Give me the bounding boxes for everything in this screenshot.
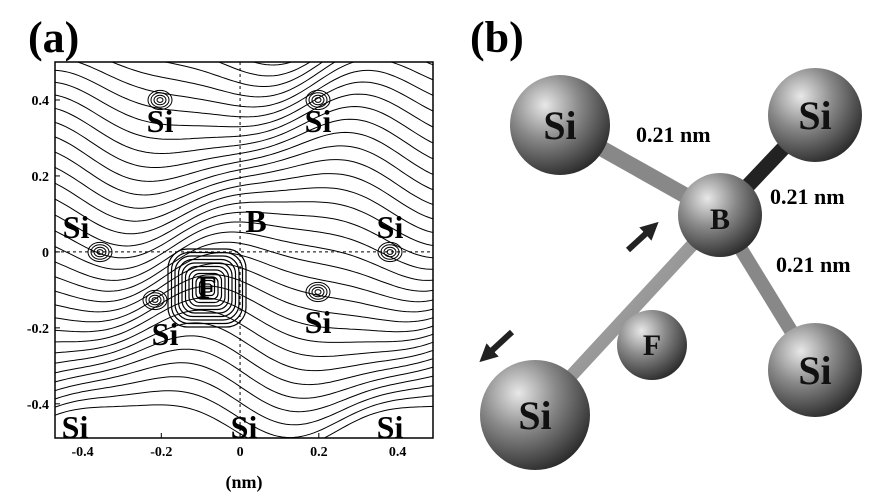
atom-label: B [710, 203, 730, 236]
arrow [628, 228, 652, 250]
panel-label: (a) [28, 13, 79, 62]
x-tick-label: -0.4 [71, 445, 93, 460]
x-tick-label: 0.4 [389, 445, 407, 460]
y-tick-label: 0.4 [32, 94, 50, 109]
contour-line [50, 264, 438, 312]
panel-label: (b) [470, 13, 524, 62]
figure: (a) (b) (nm) SiSiBFSiSi0.21 nm0.21 nm0.2… [0, 0, 879, 496]
atom-label: Si [152, 316, 179, 352]
bond-length: 0.21 nm [770, 184, 845, 209]
atom-label: Si [377, 209, 404, 245]
contour-line [50, 160, 438, 209]
x-tick-label: -0.2 [150, 445, 172, 460]
x-axis-label: (nm) [226, 472, 263, 493]
contour-line [50, 0, 438, 18]
y-tick-label: 0.2 [32, 170, 50, 185]
contour-line [149, 295, 161, 305]
contour-line [50, 82, 438, 127]
atom-label: Si [231, 409, 258, 445]
atom-label: Si [305, 304, 332, 340]
y-tick-label: -0.4 [27, 398, 49, 413]
contour-line [50, 323, 438, 371]
contour-line [315, 290, 321, 295]
y-tick-label: -0.2 [27, 322, 49, 337]
contour-line [50, 0, 438, 30]
contour-line [50, 0, 438, 5]
arrow [486, 332, 512, 356]
contour-line [157, 98, 163, 103]
x-tick-label: 0.2 [310, 445, 328, 460]
bond-length: 0.21 nm [636, 122, 711, 147]
atom-label: B [245, 203, 266, 239]
atom-label: F [197, 269, 217, 305]
contour-line [50, 349, 438, 398]
contour-line [50, 336, 438, 385]
contour-line [50, 0, 438, 42]
contour-line [50, 7, 438, 54]
contour-line [50, 107, 438, 154]
atom-label: Si [518, 393, 551, 438]
atom-label: Si [543, 103, 576, 148]
y-tick-label: 0 [42, 246, 49, 261]
contour-line [50, 286, 438, 332]
contour-line [50, 17, 438, 65]
contour-line [50, 59, 438, 107]
contour-line [50, 70, 438, 117]
molecule: Si Si B F Si Si 0.21 nm 0.21 nm 0.21 nm [480, 68, 862, 470]
contour-line [50, 27, 438, 76]
atom-label: Si [147, 103, 174, 139]
bond-length: 0.21 nm [776, 252, 851, 277]
atom-label: Si [62, 409, 89, 445]
atom-label: Si [377, 409, 404, 445]
atom-label: F [643, 329, 661, 362]
atom-label: Si [798, 348, 831, 393]
atom-label: Si [63, 209, 90, 245]
atom-label: Si [305, 103, 332, 139]
x-tick-label: 0 [237, 445, 244, 460]
atom-label: Si [798, 93, 831, 138]
